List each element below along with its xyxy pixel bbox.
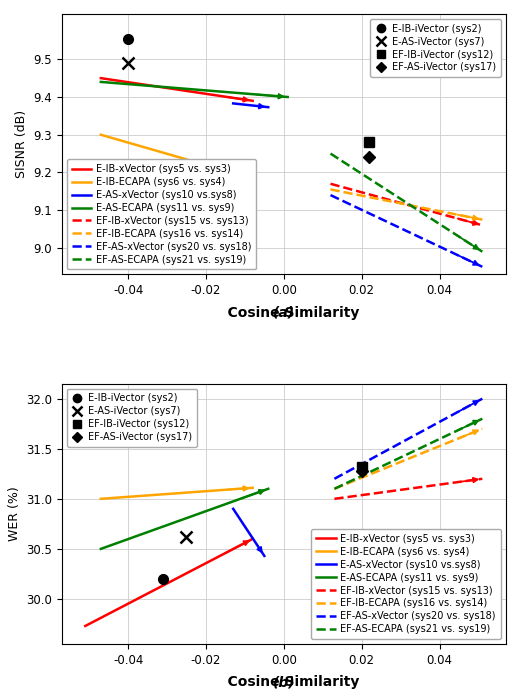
Legend: E-IB-xVector (sys5 vs. sys3), E-IB-ECAPA (sys6 vs. sys4), E-AS-xVector (sys10 vs: E-IB-xVector (sys5 vs. sys3), E-IB-ECAPA… xyxy=(67,160,256,270)
Text: (b): (b) xyxy=(272,676,295,690)
Y-axis label: WER (%): WER (%) xyxy=(8,486,21,541)
Text: Cosine Similarity: Cosine Similarity xyxy=(208,676,360,690)
Legend: E-IB-xVector (sys5 vs. sys3), E-IB-ECAPA (sys6 vs. sys4), E-AS-xVector (sys10 vs: E-IB-xVector (sys5 vs. sys3), E-IB-ECAPA… xyxy=(311,529,501,639)
Text: Cosine Similarity: Cosine Similarity xyxy=(208,306,360,320)
Y-axis label: SISNR (dB): SISNR (dB) xyxy=(15,110,28,178)
Text: (a): (a) xyxy=(273,306,295,320)
